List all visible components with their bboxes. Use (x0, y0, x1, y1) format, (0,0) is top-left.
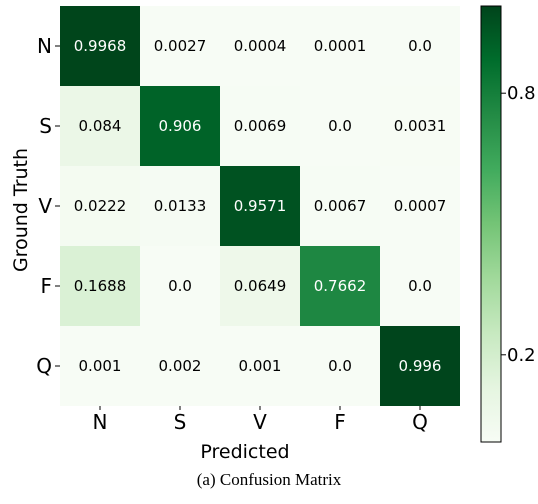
heatmap-cell (60, 246, 140, 326)
cell-value-label: 0.0 (168, 277, 192, 295)
cell-value-label: 0.0027 (154, 37, 207, 55)
cell-value-label: 0.7662 (314, 277, 367, 295)
cell-value-label: 0.002 (159, 357, 202, 375)
heatmap-cell (300, 6, 380, 86)
x-tick-label: N (93, 410, 108, 434)
cell-value-label: 0.001 (79, 357, 122, 375)
heatmap-cell (60, 326, 140, 406)
x-axis-label: Predicted (200, 441, 289, 463)
y-tick-label: S (39, 114, 52, 138)
heatmap-cell (380, 326, 460, 406)
cell-value-label: 0.9968 (74, 37, 127, 55)
cell-value-label: 0.084 (79, 117, 122, 135)
cell-value-label: 0.0 (408, 277, 432, 295)
cell-value-label: 0.906 (159, 117, 202, 135)
heatmap-cell (220, 326, 300, 406)
cell-value-label: 0.001 (239, 357, 282, 375)
cell-value-label: 0.996 (399, 357, 442, 375)
cell-value-label: 0.0067 (314, 197, 367, 215)
colorbar (480, 5, 502, 443)
heatmap-cell (380, 166, 460, 246)
cell-value-label: 0.0 (328, 357, 352, 375)
colorbar-tick-label: 0.8 (507, 83, 536, 104)
cell-value-label: 0.9571 (234, 197, 287, 215)
cell-value-label: 0.0 (328, 117, 352, 135)
x-tick-label: S (174, 410, 187, 434)
cell-value-label: 0.0031 (394, 117, 447, 135)
y-tick-label: Q (36, 354, 52, 378)
heatmap-cell (220, 246, 300, 326)
heatmap-cell (60, 86, 140, 166)
y-axis-label: Ground Truth (10, 148, 32, 272)
cell-value-label: 0.0001 (314, 37, 367, 55)
heatmap-cell (300, 326, 380, 406)
heatmap-cell (300, 246, 380, 326)
heatmap-cell (140, 166, 220, 246)
y-tick-label: V (38, 194, 52, 218)
cell-value-label: 0.0649 (234, 277, 287, 295)
heatmap-cell (220, 166, 300, 246)
cell-value-label: 0.0069 (234, 117, 287, 135)
axis-ticks: N S V F Q N S V F Q (36, 34, 428, 434)
heatmap-cell (140, 326, 220, 406)
x-tick-label: Q (412, 410, 428, 434)
heatmap-cell (60, 6, 140, 86)
heatmap-cell (140, 6, 220, 86)
cell-value-label: 0.0 (408, 37, 432, 55)
heatmap-cell (220, 86, 300, 166)
cell-value-label: 0.0222 (74, 197, 127, 215)
heatmap-cell (380, 6, 460, 86)
cell-value-label: 0.0133 (154, 197, 207, 215)
y-tick-label: N (37, 34, 52, 58)
heatmap-cell (300, 86, 380, 166)
x-tick-label: F (334, 410, 346, 434)
heatmap-cells: 0.9968 0.0027 0.0004 0.0001 0.0 0.084 0.906 0.0… (60, 6, 460, 406)
colorbar-tick-label: 0.2 (507, 345, 536, 366)
heatmap-cell (140, 86, 220, 166)
heatmap-cell (380, 246, 460, 326)
heatmap-cell (140, 246, 220, 326)
cell-value-label: 0.0007 (394, 197, 447, 215)
heatmap-cell (300, 166, 380, 246)
figure-caption: (a) Confusion Matrix (196, 470, 342, 489)
heatmap-cell (60, 166, 140, 246)
colorbar-ticks: 0.2 0.8 (501, 83, 536, 366)
heatmap-cell (380, 86, 460, 166)
cell-value-label: 0.1688 (74, 277, 127, 295)
cell-value-label: 0.0004 (234, 37, 287, 55)
x-tick-label: V (253, 410, 267, 434)
y-tick-label: F (40, 274, 52, 298)
heatmap-cell (220, 6, 300, 86)
